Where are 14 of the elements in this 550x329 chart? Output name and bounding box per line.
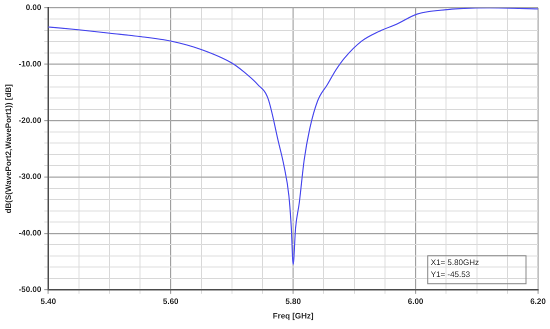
y-tick-label: 0.00 — [26, 3, 42, 12]
x-axis-title: Freq [GHz] — [272, 311, 314, 320]
x-tick-label: 6.20 — [530, 296, 546, 306]
y-axis-title: dB(S(WavePort2,WavePort1)) [dB] — [4, 84, 14, 214]
y-tick-label: -30.00 — [18, 172, 42, 182]
x-tick-label: 5.40 — [40, 296, 57, 306]
y-tick-label: -50.00 — [18, 285, 42, 294]
y-tick-label: -10.00 — [18, 59, 42, 68]
x-tick-label: 5.60 — [162, 296, 180, 306]
x-tick-label: 6.00 — [408, 296, 424, 306]
annotation: X1= 5.80GHz Y1= -45.53 — [430, 258, 479, 280]
x-tick-label: 5.80 — [285, 296, 302, 306]
y-tick-label: -20.00 — [18, 116, 42, 125]
y-tick-label: -40.00 — [18, 228, 42, 238]
